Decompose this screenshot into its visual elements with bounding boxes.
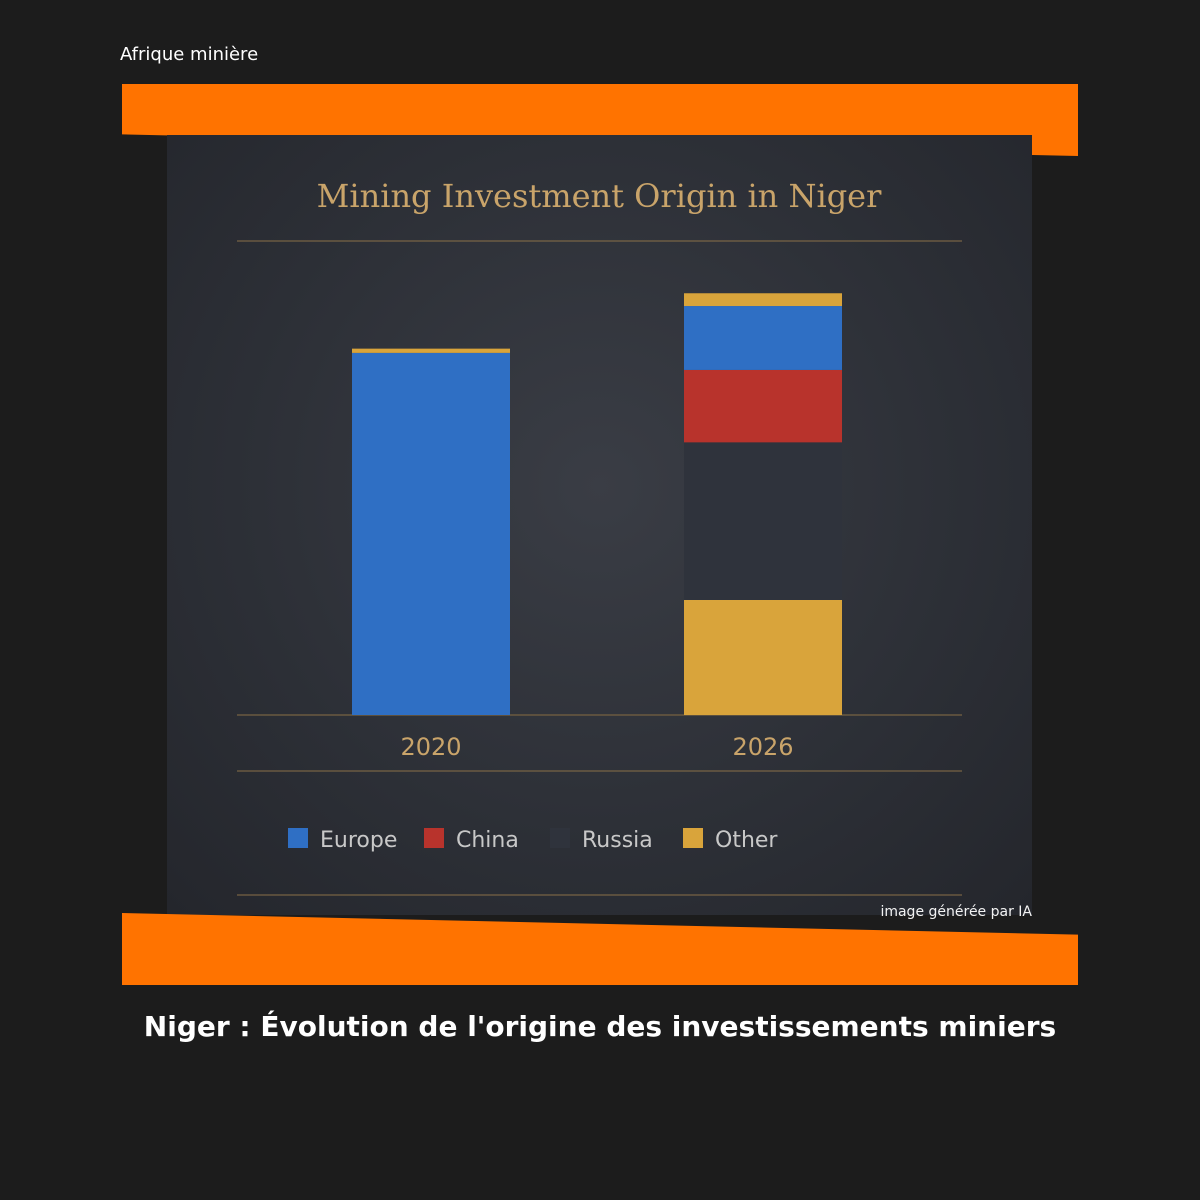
headline: Niger : Évolution de l'origine des inves… [143,1010,1057,1043]
legend-swatch-other [683,828,703,848]
legend-label-other: Other [715,828,778,853]
legend-label-china: China [456,828,519,853]
bar-2026-other-4 [684,293,842,307]
bar-2026-russia-1 [684,442,842,600]
chart-title: Mining Investment Origin in Niger [317,177,883,215]
bar-2020-other-4 [352,348,510,353]
x-tick-label-2020: 2020 [400,733,461,761]
bar-2026-europe-3 [684,306,842,370]
bar-2026-china-2 [684,369,842,443]
legend-swatch-russia [550,828,570,848]
chart-image: Mining Investment Origin in Niger 2020 20… [167,135,1032,915]
bar-2020-europe-3 [352,352,510,715]
orange-band-bottom [122,913,1078,985]
ai-generated-note: image générée par IA [880,904,1032,920]
legend-label-russia: Russia [582,828,653,853]
legend-swatch-europe [288,828,308,848]
x-tick-labels: 2020 2026 [400,733,793,761]
brand-label: Afrique minière [120,44,259,65]
legend-swatch-china [424,828,444,848]
legend-label-europe: Europe [320,828,397,853]
bar-2026-other-0 [684,599,842,715]
legend: Europe China Russia Other [288,828,778,853]
chart-svg: Mining Investment Origin in Niger 2020 20… [237,177,962,896]
bars-group [352,293,842,715]
x-tick-label-2026: 2026 [732,733,793,761]
